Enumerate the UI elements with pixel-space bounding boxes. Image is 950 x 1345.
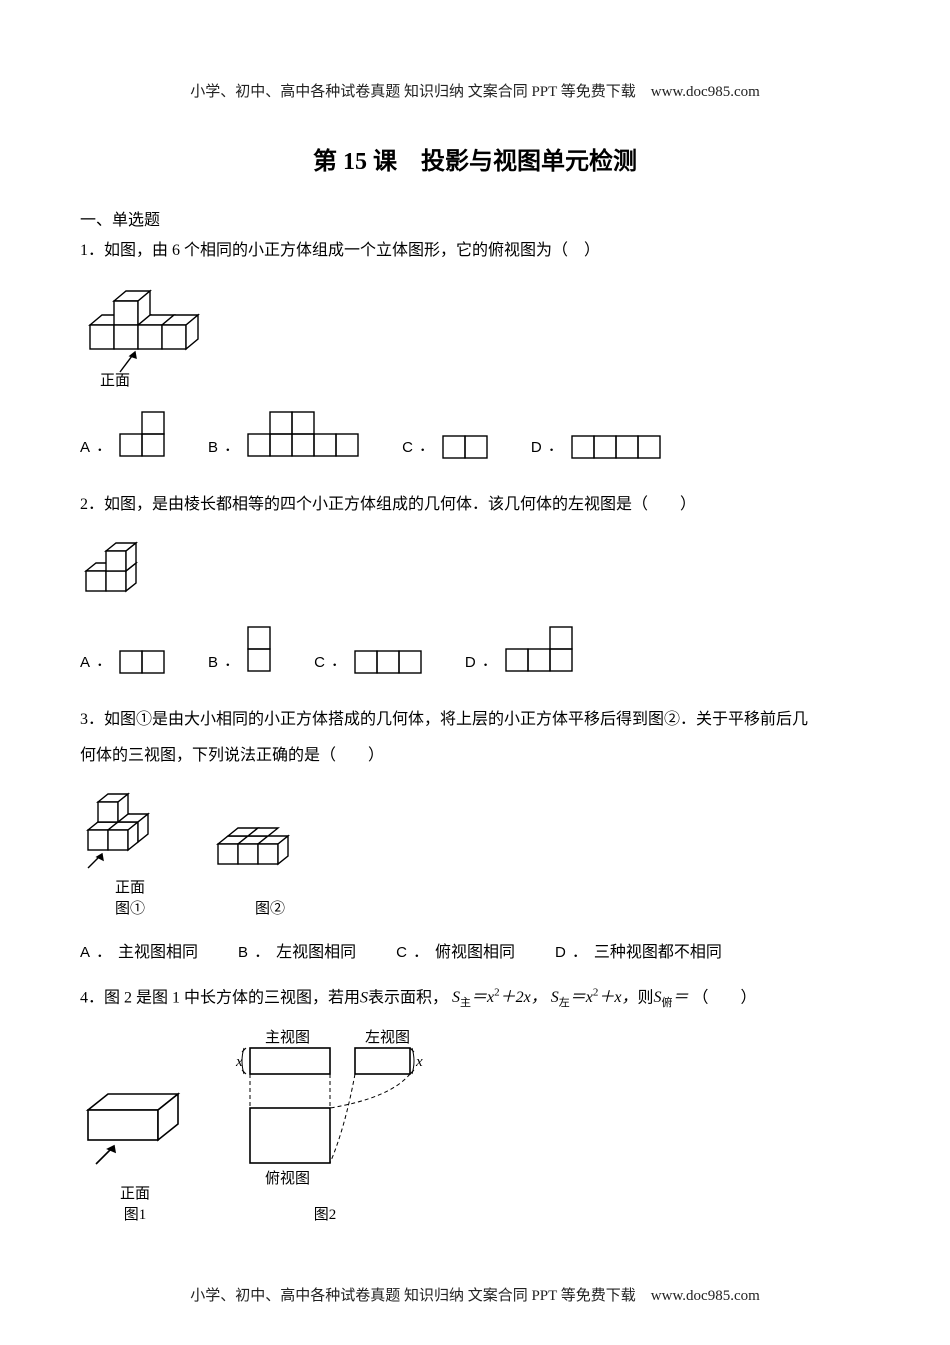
q1-cube-svg: 正面 — [80, 280, 210, 390]
q4-text: 4．图 2 是图 1 中长方体的三视图，若用S表示面积， S主＝x2＋2x， S… — [80, 983, 870, 1014]
q2-options: A． B． C． — [80, 625, 870, 675]
q4-eq1: S主＝x2＋2x， S左＝x2＋x， — [452, 989, 637, 1006]
q4-eq2: S俯＝ — [653, 989, 688, 1006]
q1-opt-b: B． — [208, 410, 362, 460]
q2-opt-a: A． — [80, 647, 168, 675]
q1-opt-c-svg — [441, 434, 491, 460]
q3-fig1: 正面 图① — [80, 786, 180, 918]
footer-note: 小学、初中、高中各种试卷真题 知识归纳 文案合同 PPT 等免费下载 www.d… — [80, 1284, 870, 1305]
q1-front-label: 正面 — [100, 373, 130, 389]
q1-opt-d: D． — [531, 432, 664, 460]
q2-opt-a-svg — [118, 649, 168, 675]
q4-S: S — [360, 989, 368, 1006]
q3-figure: 正面 图① . 图② — [80, 786, 870, 918]
q3-opt-d: D．三种视图都不相同 — [555, 938, 722, 965]
q3-fig1-label: 图① — [80, 897, 180, 918]
header-note: 小学、初中、高中各种试卷真题 知识归纳 文案合同 PPT 等免费下载 www.d… — [80, 80, 870, 101]
svg-text:x: x — [415, 1054, 423, 1070]
q2-opt-c: C． — [314, 647, 425, 675]
q1-opt-c: C． — [402, 432, 491, 460]
q2-figure — [80, 535, 870, 605]
q3-opt-b: B．左视图相同 — [238, 938, 356, 965]
q1-opt-d-svg — [570, 434, 664, 460]
q4-fig2-svg: 主视图 左视图 俯视图 x x — [220, 1028, 430, 1203]
q4-fig1-svg — [80, 1072, 190, 1182]
q4-top-label: 俯视图 — [265, 1170, 310, 1187]
page: 小学、初中、高中各种试卷真题 知识归纳 文案合同 PPT 等免费下载 www.d… — [0, 0, 950, 1345]
q2-cube-svg — [80, 535, 170, 605]
q3-fig2: . 图② — [210, 810, 330, 918]
q4-fig1: 正面 图1 — [80, 1072, 190, 1224]
q4-fig2-label: 图2 — [220, 1203, 430, 1224]
q3-front-label: 正面 — [80, 876, 180, 897]
q4-fig1-label: 图1 — [80, 1203, 190, 1224]
q4-front-label: 正面 — [80, 1182, 190, 1203]
q4-left-label: 左视图 — [365, 1029, 410, 1046]
q1-figure: 正面 — [80, 280, 870, 390]
q2-opt-b: B． — [208, 625, 274, 675]
q2-opt-d: D． — [465, 625, 576, 675]
q1-opt-b-svg — [246, 410, 362, 460]
page-title: 第 15 课 投影与视图单元检测 — [80, 141, 870, 176]
q1-text: 1．如图，由 6 个相同的小正方体组成一个立体图形，它的俯视图为（ ） — [80, 236, 870, 266]
q4-then: 则 — [637, 989, 653, 1006]
q3-options: A．主视图相同 B．左视图相同 C．俯视图相同 D．三种视图都不相同 — [80, 938, 870, 965]
q3-fig2-svg — [210, 810, 330, 880]
q2-opt-c-svg — [353, 649, 425, 675]
q2-opt-d-svg — [504, 625, 576, 675]
q1-options: A． B． — [80, 410, 870, 460]
q3-opt-c: C．俯视图相同 — [396, 938, 515, 965]
q3-fig2-label: 图② — [210, 897, 330, 918]
q4-fig2: 主视图 左视图 俯视图 x x — [220, 1028, 430, 1224]
q3-text-b: 何体的三视图，下列说法正确的是（ ） — [80, 741, 870, 771]
q2-text: 2．如图，是由棱长都相等的四个小正方体组成的几何体．该几何体的左视图是（ ） — [80, 490, 870, 520]
q2-opt-b-svg — [246, 625, 274, 675]
section-heading: 一、单选题 — [80, 206, 870, 230]
q4-main-label: 主视图 — [265, 1029, 310, 1046]
q4-figure: 正面 图1 主视图 左视图 俯视图 x x — [80, 1028, 870, 1224]
q3-text-a: 3．如图①是由大小相同的小正方体搭成的几何体，将上层的小正方体平移后得到图②．关… — [80, 705, 870, 735]
q1-opt-a-svg — [118, 410, 168, 460]
q1-opt-a: A． — [80, 410, 168, 460]
q3-opt-a: A．主视图相同 — [80, 938, 198, 965]
q3-fig1-svg — [80, 786, 180, 876]
